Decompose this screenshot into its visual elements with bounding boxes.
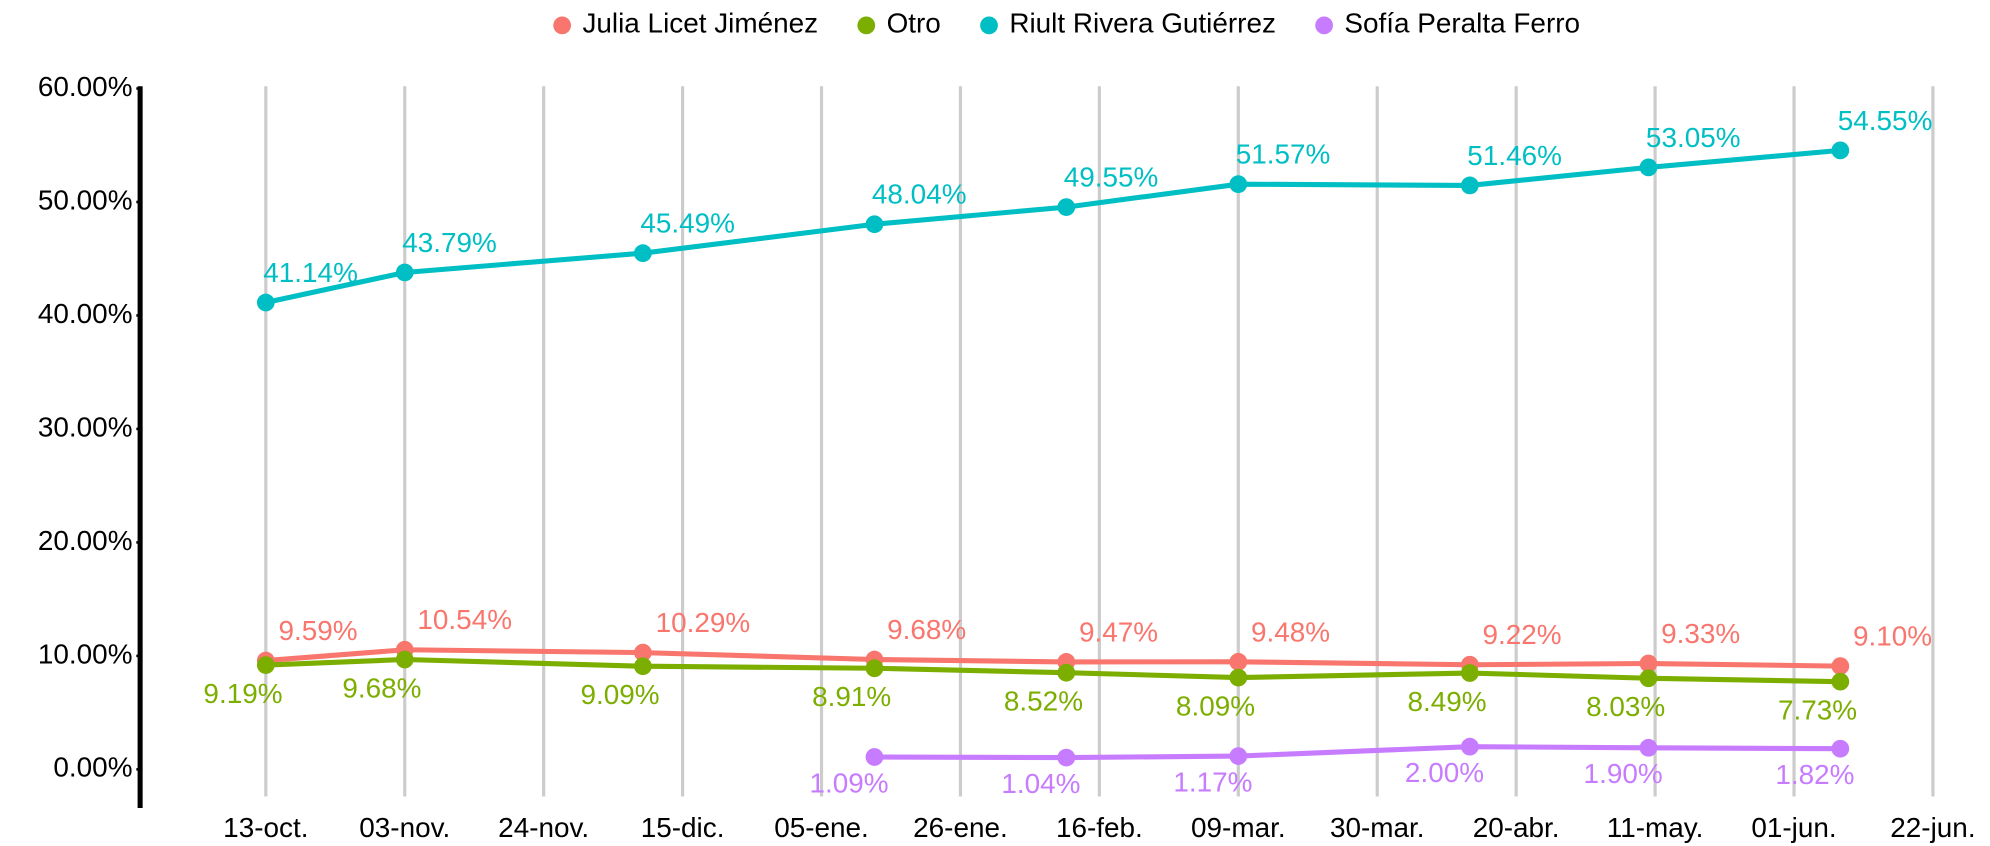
point [395,650,414,669]
point [1057,748,1076,767]
data-label: 51.46% [1467,140,1562,171]
data-label: 1.17% [1173,766,1252,797]
legend-label: Sofía Peralta Ferro [1344,8,1580,39]
y-tick-label: 40.00% [38,298,133,329]
y-tick-label: 50.00% [38,184,133,215]
data-label: 9.10% [1853,621,1932,652]
point [256,656,275,674]
point [1057,663,1076,682]
y-tick-label: 10.00% [38,638,133,669]
x-tick-label: 24-nov. [498,812,589,843]
x-tick-label: 09-mar. [1191,812,1286,843]
series: 41.14% 43.79% 45.49% 48.04% 49.55% 51.57% 51.4… [256,105,1933,312]
legend-marker [1315,16,1333,35]
y-tick-label: 0.00% [53,752,132,783]
data-label: 1.82% [1775,759,1854,790]
point [1229,668,1248,687]
y-tick-label: 20.00% [38,525,133,556]
series: 1.09% 1.04% 1.17% 2.00% 1.90% 1.82% [810,737,1855,799]
point [1229,652,1248,671]
data-label: 1.04% [1001,768,1080,799]
x-tick-label: 01-jun. [1751,812,1836,843]
point [865,215,884,234]
x-tick-label: 05-ene. [774,812,869,843]
data-label: 10.54% [417,604,512,635]
data-label: 45.49% [640,208,735,239]
data-label: 8.49% [1407,686,1486,717]
data-label: 8.09% [1176,690,1255,721]
series: 9.19% 9.68% 9.09% 8.91% 8.52% 8.09% 8.49% 8.03%… [203,650,1857,725]
x-tick-label: 30-mar. [1330,812,1425,843]
x-tick-label: 22-jun. [1890,812,1975,843]
legend-label: Otro [887,8,941,39]
data-label: 8.52% [1004,686,1083,717]
x-tick-label: 11-may. [1607,812,1704,843]
data-label: 9.48% [1251,616,1330,647]
data-label: 9.33% [1661,618,1740,649]
series: 9.59% 10.54% 10.29% 9.68% 9.47% 9.48% 9.22% 9.3… [256,604,1932,675]
data-label: 51.57% [1236,139,1331,170]
legend: Julia Licet Jiménez Otro Riult Rivera Guti… [553,8,1580,39]
point [1831,739,1850,758]
point [1229,747,1248,765]
legend-marker [857,16,876,35]
point [395,263,414,282]
legend-marker [980,16,998,35]
point [1057,198,1076,216]
data-label: 49.55% [1064,162,1159,193]
y-tick-label: 60.00% [38,71,133,102]
legend-label: Riult Rivera Gutiérrez [1009,8,1276,39]
data-label: 7.73% [1778,694,1857,725]
x-tick-label: 03-nov. [359,812,450,843]
data-label: 10.29% [656,607,751,638]
series-line [874,744,1841,761]
x-tick-label: 16-feb. [1056,812,1143,843]
data-label: 9.22% [1483,619,1562,650]
legend-marker [553,16,572,35]
series-line [265,147,1841,306]
point [865,748,884,766]
point [1831,657,1850,675]
data-label: 9.09% [581,679,660,710]
point [1639,738,1658,757]
data-label: 1.90% [1584,758,1663,789]
data-label: 53.05% [1646,122,1741,153]
data-label: 9.59% [279,615,358,646]
x-tick-label: 15-dic. [641,812,725,843]
data-label: 43.79% [402,227,497,258]
data-label: 2.00% [1405,757,1484,788]
point [1831,141,1850,160]
data-label: 48.04% [872,179,967,210]
point [1831,672,1850,691]
data-label: 8.03% [1586,691,1665,722]
x-tick-label: 26-ene. [913,812,1008,843]
point [634,657,652,676]
y-tick-label: 30.00% [38,411,133,442]
point [1229,175,1248,194]
point [1460,176,1479,195]
point [865,659,884,678]
data-label: 41.14% [263,257,358,288]
data-label: 9.19% [203,678,282,709]
data-label: 9.68% [887,614,966,645]
point [1639,669,1658,688]
point [1460,737,1479,756]
data-label: 54.55% [1838,105,1933,136]
point [1639,654,1658,673]
data-label: 1.09% [810,767,889,798]
data-label: 9.68% [342,672,421,703]
legend-label: Julia Licet Jiménez [582,8,818,39]
point [256,293,275,312]
point [634,244,652,263]
data-label: 9.47% [1079,616,1158,647]
x-tick-label: 13-oct. [223,812,308,843]
point [634,643,652,662]
point [1639,158,1658,177]
point [1460,664,1479,682]
data-label: 8.91% [812,681,891,712]
x-tick-label: 20-abr. [1473,812,1560,843]
